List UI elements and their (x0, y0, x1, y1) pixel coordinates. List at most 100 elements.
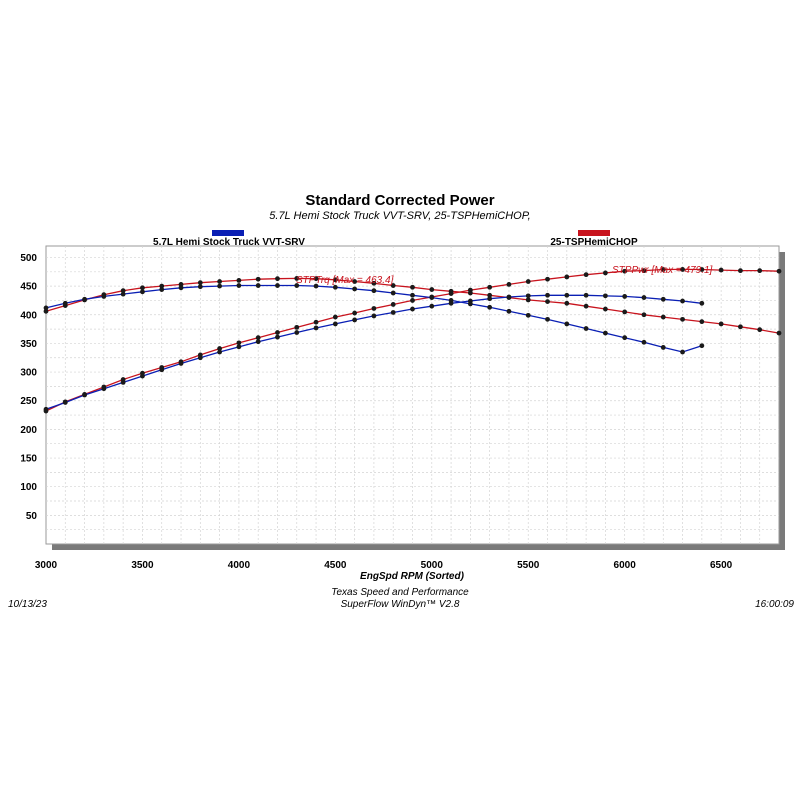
data-point-chop-stppwr (680, 267, 685, 272)
data-point-chop-stptrq (429, 287, 435, 292)
data-point-stock-stppwr (564, 292, 570, 298)
data-point-stock-stppwr (236, 344, 242, 350)
y-tick-label: 250 (20, 396, 37, 407)
data-point-stock-stptrq (622, 335, 628, 341)
data-point-stock-stppwr (641, 295, 647, 300)
data-point-stock-stptrq (545, 316, 550, 322)
data-point-chop-stppwr (313, 319, 319, 325)
data-point-chop-stppwr (641, 268, 647, 274)
y-tick-label: 200 (20, 425, 37, 436)
data-point-chop-stptrq (313, 276, 319, 282)
torque-max-annotation: STPTrq [Max = 463.4] (296, 275, 394, 286)
data-point-chop-stptrq (680, 316, 685, 322)
legend-label-chop: 25-TSPHemiCHOP (550, 237, 638, 248)
data-point-chop-stppwr (757, 268, 763, 274)
data-point-chop-stptrq (294, 276, 300, 281)
data-point-chop-stppwr (236, 340, 242, 346)
legend-swatch-stock (212, 230, 244, 236)
data-point-chop-stptrq (776, 330, 782, 336)
data-point-chop-stptrq (738, 324, 743, 330)
data-point-chop-stppwr (390, 302, 396, 307)
footer-company: Texas Speed and Performance (331, 587, 469, 598)
data-point-stock-stppwr (294, 330, 300, 335)
data-point-chop-stppwr (776, 268, 782, 274)
data-point-chop-stptrq (178, 281, 184, 287)
data-point-chop-stppwr (602, 270, 608, 276)
data-point-stock-stptrq (699, 343, 705, 349)
data-point-chop-stptrq (583, 303, 589, 309)
data-point-stock-stptrq (294, 283, 300, 288)
data-point-chop-stptrq (352, 279, 358, 284)
data-point-chop-stppwr (525, 279, 531, 284)
data-point-chop-stptrq (525, 297, 531, 303)
data-point-chop-stppwr (738, 268, 743, 274)
data-point-stock-stptrq (680, 349, 685, 355)
data-point-chop-stppwr (448, 291, 454, 296)
data-point-stock-stppwr (178, 361, 184, 366)
data-point-chop-stptrq (622, 309, 628, 315)
data-point-stock-stptrq (660, 345, 666, 350)
data-point-chop-stptrq (660, 314, 666, 320)
data-point-stock-stptrq (101, 294, 107, 299)
series-layer (43, 267, 782, 414)
footer-date: 10/13/23 (8, 599, 47, 610)
data-point-stock-stppwr (255, 339, 261, 345)
data-point-chop-stppwr (332, 314, 338, 320)
data-point-stock-stppwr (140, 373, 145, 379)
data-point-stock-stptrq (255, 283, 261, 288)
data-point-chop-stppwr (294, 324, 300, 330)
data-point-stock-stppwr (680, 298, 685, 304)
data-point-chop-stppwr (564, 274, 570, 280)
data-point-chop-stptrq (197, 280, 203, 286)
power-max-annotation: STPPwr [Max = 479.1] (612, 265, 713, 276)
data-point-stock-stptrq (583, 326, 589, 331)
data-point-stock-stppwr (487, 296, 493, 302)
data-point-stock-stppwr (583, 292, 589, 298)
data-point-stock-stptrq (352, 286, 358, 292)
data-point-chop-stppwr (545, 276, 550, 282)
y-tick-label: 500 (20, 253, 37, 264)
data-point-chop-stppwr (506, 281, 512, 287)
x-tick-label: 3000 (35, 560, 58, 571)
data-point-stock-stppwr (448, 300, 454, 306)
data-point-chop-stppwr (410, 298, 415, 303)
data-point-chop-stptrq (718, 321, 724, 327)
chart-subtitle: 5.7L Hemi Stock Truck VVT-SRV, 25-TSPHem… (269, 210, 530, 222)
data-point-chop-stptrq (275, 276, 280, 282)
grid (46, 246, 779, 544)
x-tick-label: 3500 (131, 560, 154, 571)
data-point-stock-stptrq (410, 292, 415, 298)
data-point-stock-stppwr (82, 392, 87, 398)
data-point-chop-stppwr (622, 268, 628, 274)
data-point-stock-stptrq (371, 288, 377, 294)
data-point-stock-stppwr (197, 355, 203, 361)
data-point-stock-stptrq (197, 284, 203, 290)
data-point-stock-stppwr (410, 306, 415, 312)
y-tick-label: 300 (20, 368, 37, 379)
data-point-stock-stppwr (371, 313, 377, 319)
data-point-stock-stppwr (622, 294, 628, 299)
data-point-stock-stptrq (602, 330, 608, 336)
data-point-chop-stptrq (602, 306, 608, 312)
data-point-stock-stppwr (43, 406, 49, 412)
data-point-chop-stptrq (371, 280, 377, 286)
data-point-chop-stptrq (255, 276, 261, 282)
data-point-stock-stptrq (120, 291, 126, 297)
y-tick-label: 100 (20, 482, 37, 493)
data-point-stock-stptrq (429, 295, 435, 300)
data-point-stock-stppwr (545, 292, 550, 298)
data-point-chop-stptrq (487, 292, 493, 298)
data-point-stock-stppwr (506, 294, 512, 300)
footer-time: 16:00:09 (755, 599, 794, 610)
data-point-stock-stppwr (525, 293, 531, 299)
data-point-chop-stppwr (660, 267, 666, 272)
data-point-stock-stptrq (564, 321, 570, 327)
data-point-stock-stppwr (62, 400, 68, 405)
data-point-chop-stptrq (217, 279, 223, 284)
legend-swatch-chop (578, 230, 610, 236)
data-point-stock-stptrq (140, 289, 145, 295)
data-point-stock-stptrq (525, 312, 531, 318)
data-point-stock-stptrq (236, 283, 242, 288)
data-point-chop-stppwr (352, 310, 358, 316)
y-tick-label: 350 (20, 339, 37, 350)
